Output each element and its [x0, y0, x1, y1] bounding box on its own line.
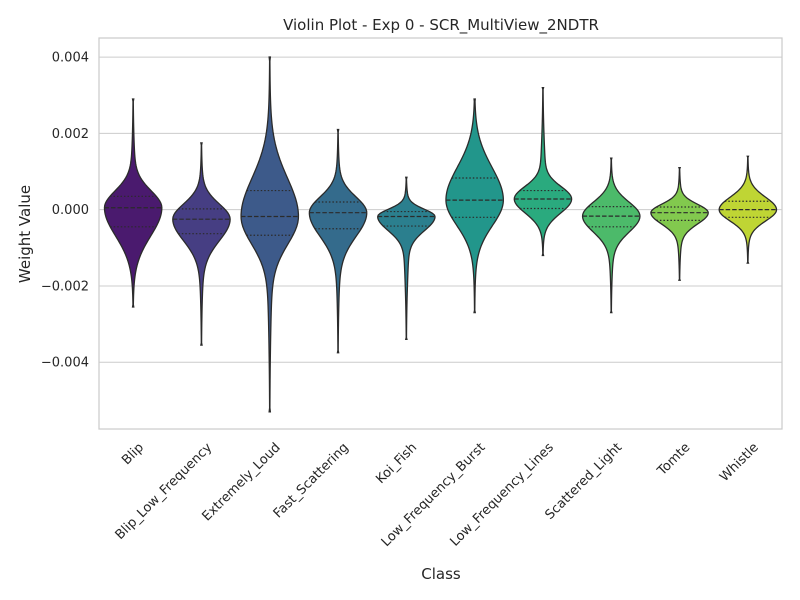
violins — [103, 56, 778, 413]
y-axis-ticks: −0.004 −0.002 0.000 0.002 0.004 — [41, 51, 89, 371]
violin-body — [376, 176, 436, 341]
violin-body — [308, 128, 368, 354]
violin-body — [240, 56, 300, 413]
violin-body — [513, 86, 573, 257]
y-tick-label: −0.004 — [41, 356, 89, 371]
y-axis-label: Weight Value — [16, 185, 34, 283]
x-axis-label: Class — [421, 565, 461, 583]
violin-body — [650, 167, 709, 281]
y-tick-label: 0.000 — [52, 203, 89, 218]
y-tick-label: 0.002 — [52, 127, 89, 142]
y-tick-label: −0.002 — [41, 279, 89, 294]
violin-body — [103, 98, 163, 308]
violin-body — [172, 142, 231, 346]
y-tick-label: 0.004 — [52, 51, 89, 66]
chart-title: Violin Plot - Exp 0 - SCR_MultiView_2NDT… — [283, 16, 599, 35]
violin-body — [445, 98, 504, 314]
violin-body — [581, 157, 641, 314]
plot-area-frame — [98, 37, 783, 430]
